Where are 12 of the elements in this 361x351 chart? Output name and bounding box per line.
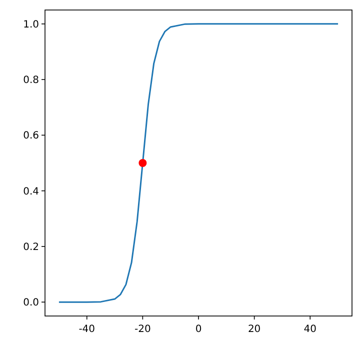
x-tick-label: 40 bbox=[304, 324, 317, 335]
y-tick-label: 0.8 bbox=[23, 75, 39, 86]
line-series bbox=[58, 23, 339, 303]
y-tick-label: 0.0 bbox=[23, 298, 39, 309]
x-tick-label: -20 bbox=[134, 324, 151, 335]
x-tick-label: 20 bbox=[248, 324, 261, 335]
x-tick-label: -40 bbox=[78, 324, 96, 335]
y-tick-label: 1.0 bbox=[23, 19, 39, 30]
y-tick-label: 0.6 bbox=[23, 130, 39, 142]
y-tick-label: 0.2 bbox=[23, 242, 39, 253]
y-tick-label: 0.4 bbox=[23, 186, 39, 198]
x-tick-label: 0 bbox=[195, 324, 202, 335]
